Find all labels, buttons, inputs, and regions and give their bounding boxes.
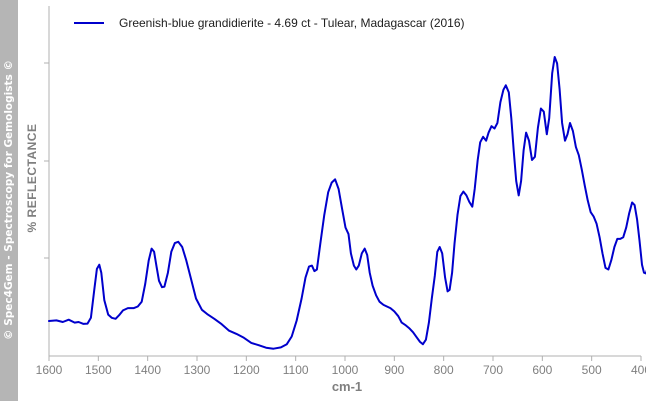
x-tick-label: 800 bbox=[434, 363, 454, 377]
series-group bbox=[48, 56, 646, 350]
x-tick-label: 1400 bbox=[134, 363, 161, 377]
x-tick-label: 700 bbox=[483, 363, 503, 377]
y-axis-ticks bbox=[44, 62, 49, 259]
x-axis-label: cm-1 bbox=[332, 379, 362, 394]
plot-frame bbox=[48, 6, 641, 357]
x-tick-label: 1600 bbox=[36, 363, 63, 377]
x-tick-label: 1500 bbox=[85, 363, 112, 377]
x-tick-label: 500 bbox=[582, 363, 602, 377]
legend-label: Greenish-blue grandidierite - 4.69 ct - … bbox=[119, 16, 465, 30]
x-tick-label: 1200 bbox=[233, 363, 260, 377]
x-tick-label: 400 bbox=[631, 363, 646, 377]
y-axis-label: % REFLECTANCE bbox=[25, 124, 39, 233]
watermark-band: © Spec4Gem - Spectroscopy for Gemologist… bbox=[0, 0, 18, 401]
x-tick-label: 600 bbox=[532, 363, 552, 377]
x-tick-label: 1100 bbox=[283, 363, 309, 377]
series-line bbox=[48, 56, 646, 350]
x-tick-label: 900 bbox=[384, 363, 404, 377]
x-tick-label: 1000 bbox=[332, 363, 359, 377]
x-tick-label: 1300 bbox=[184, 363, 211, 377]
legend: Greenish-blue grandidierite - 4.69 ct - … bbox=[74, 16, 465, 30]
x-axis-ticks: 1600 1500 1400 1300 1200 1100 1000 900 800 700 600… bbox=[36, 356, 646, 377]
